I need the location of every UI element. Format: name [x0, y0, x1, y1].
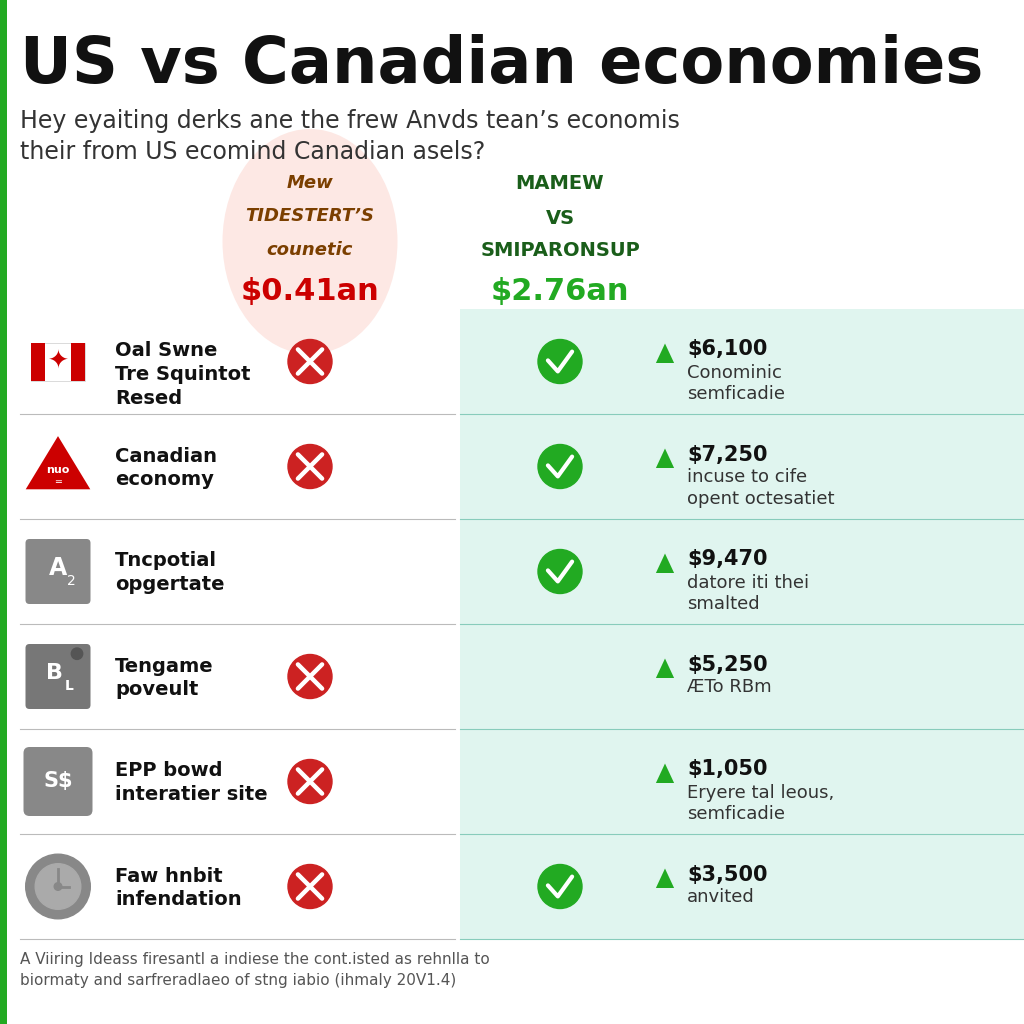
Text: nuo: nuo	[46, 465, 70, 475]
Circle shape	[26, 854, 90, 919]
Polygon shape	[656, 658, 674, 678]
Text: Canadian
economy: Canadian economy	[115, 446, 217, 489]
Text: L: L	[65, 679, 74, 693]
Circle shape	[288, 760, 332, 804]
Bar	[460, 309, 1024, 414]
Text: MAMEW: MAMEW	[516, 174, 604, 193]
Text: anvited: anvited	[687, 889, 755, 906]
Circle shape	[288, 340, 332, 384]
Text: 2: 2	[67, 574, 76, 588]
Text: $2.76an: $2.76an	[490, 278, 630, 306]
Text: incuse to cife
opent octesatiet: incuse to cife opent octesatiet	[687, 469, 835, 508]
Bar	[460, 519, 1024, 624]
Polygon shape	[656, 449, 674, 468]
Text: ═: ═	[55, 477, 61, 486]
Text: US vs Canadian economies: US vs Canadian economies	[20, 34, 983, 96]
Polygon shape	[656, 554, 674, 573]
Bar	[460, 834, 1024, 939]
Bar	[460, 624, 1024, 729]
Text: Mew: Mew	[287, 174, 334, 193]
Bar	[72, 342, 85, 381]
FancyBboxPatch shape	[26, 644, 90, 709]
Bar	[460, 414, 1024, 519]
Circle shape	[538, 864, 582, 908]
Text: ✦: ✦	[47, 349, 69, 374]
Circle shape	[288, 654, 332, 698]
Text: $5,250: $5,250	[687, 654, 768, 675]
Text: EPP bowd
interatier site: EPP bowd interatier site	[115, 762, 267, 804]
Bar	[460, 729, 1024, 834]
Polygon shape	[656, 868, 674, 888]
Polygon shape	[656, 764, 674, 783]
Text: $3,500: $3,500	[687, 864, 768, 885]
Ellipse shape	[222, 129, 397, 354]
Circle shape	[288, 444, 332, 488]
Text: Eryere tal leous,
semficadie: Eryere tal leous, semficadie	[687, 783, 835, 823]
Circle shape	[288, 864, 332, 908]
Text: A Viiring Ideass firesantl a indiese the cont.isted as rehnlla to
biormaty and s: A Viiring Ideass firesantl a indiese the…	[20, 952, 489, 988]
Text: SMIPARONSUP: SMIPARONSUP	[480, 241, 640, 260]
Text: counetic: counetic	[267, 241, 353, 259]
Polygon shape	[26, 436, 90, 489]
Circle shape	[35, 863, 81, 909]
Text: A: A	[49, 556, 68, 580]
Text: Tncpotial
opgertate: Tncpotial opgertate	[115, 552, 224, 594]
Text: Hey eyaiting derks ane the frew Anvds tean’s economis
their from US ecomind Cana: Hey eyaiting derks ane the frew Anvds te…	[20, 109, 680, 164]
Text: Faw hnbit
infendation: Faw hnbit infendation	[115, 866, 242, 909]
Circle shape	[538, 444, 582, 488]
FancyBboxPatch shape	[24, 746, 92, 816]
Text: $0.41an: $0.41an	[241, 278, 379, 306]
Circle shape	[54, 883, 61, 890]
Text: Tengame
poveult: Tengame poveult	[115, 656, 214, 699]
Text: S$: S$	[43, 771, 73, 792]
FancyBboxPatch shape	[26, 539, 90, 604]
Text: $1,050: $1,050	[687, 760, 768, 779]
Text: TIDESTERT’S: TIDESTERT’S	[246, 207, 375, 225]
Text: Oal Swne
Tre Squintot
Resed: Oal Swne Tre Squintot Resed	[115, 341, 251, 408]
Text: VS: VS	[546, 209, 574, 228]
Text: Conominic
semficadie: Conominic semficadie	[687, 364, 785, 403]
Circle shape	[72, 648, 83, 659]
Text: $7,250: $7,250	[687, 444, 768, 465]
Circle shape	[538, 550, 582, 594]
Text: $9,470: $9,470	[687, 550, 768, 569]
Text: $6,100: $6,100	[687, 340, 767, 359]
Text: B: B	[46, 663, 62, 683]
Text: datore iti thei
smalted: datore iti thei smalted	[687, 573, 809, 613]
Bar	[32, 342, 45, 381]
Text: ÆTo RBm: ÆTo RBm	[687, 679, 772, 696]
Bar	[32, 342, 85, 381]
Circle shape	[538, 340, 582, 384]
Polygon shape	[656, 343, 674, 362]
Bar	[0, 0, 7, 1024]
